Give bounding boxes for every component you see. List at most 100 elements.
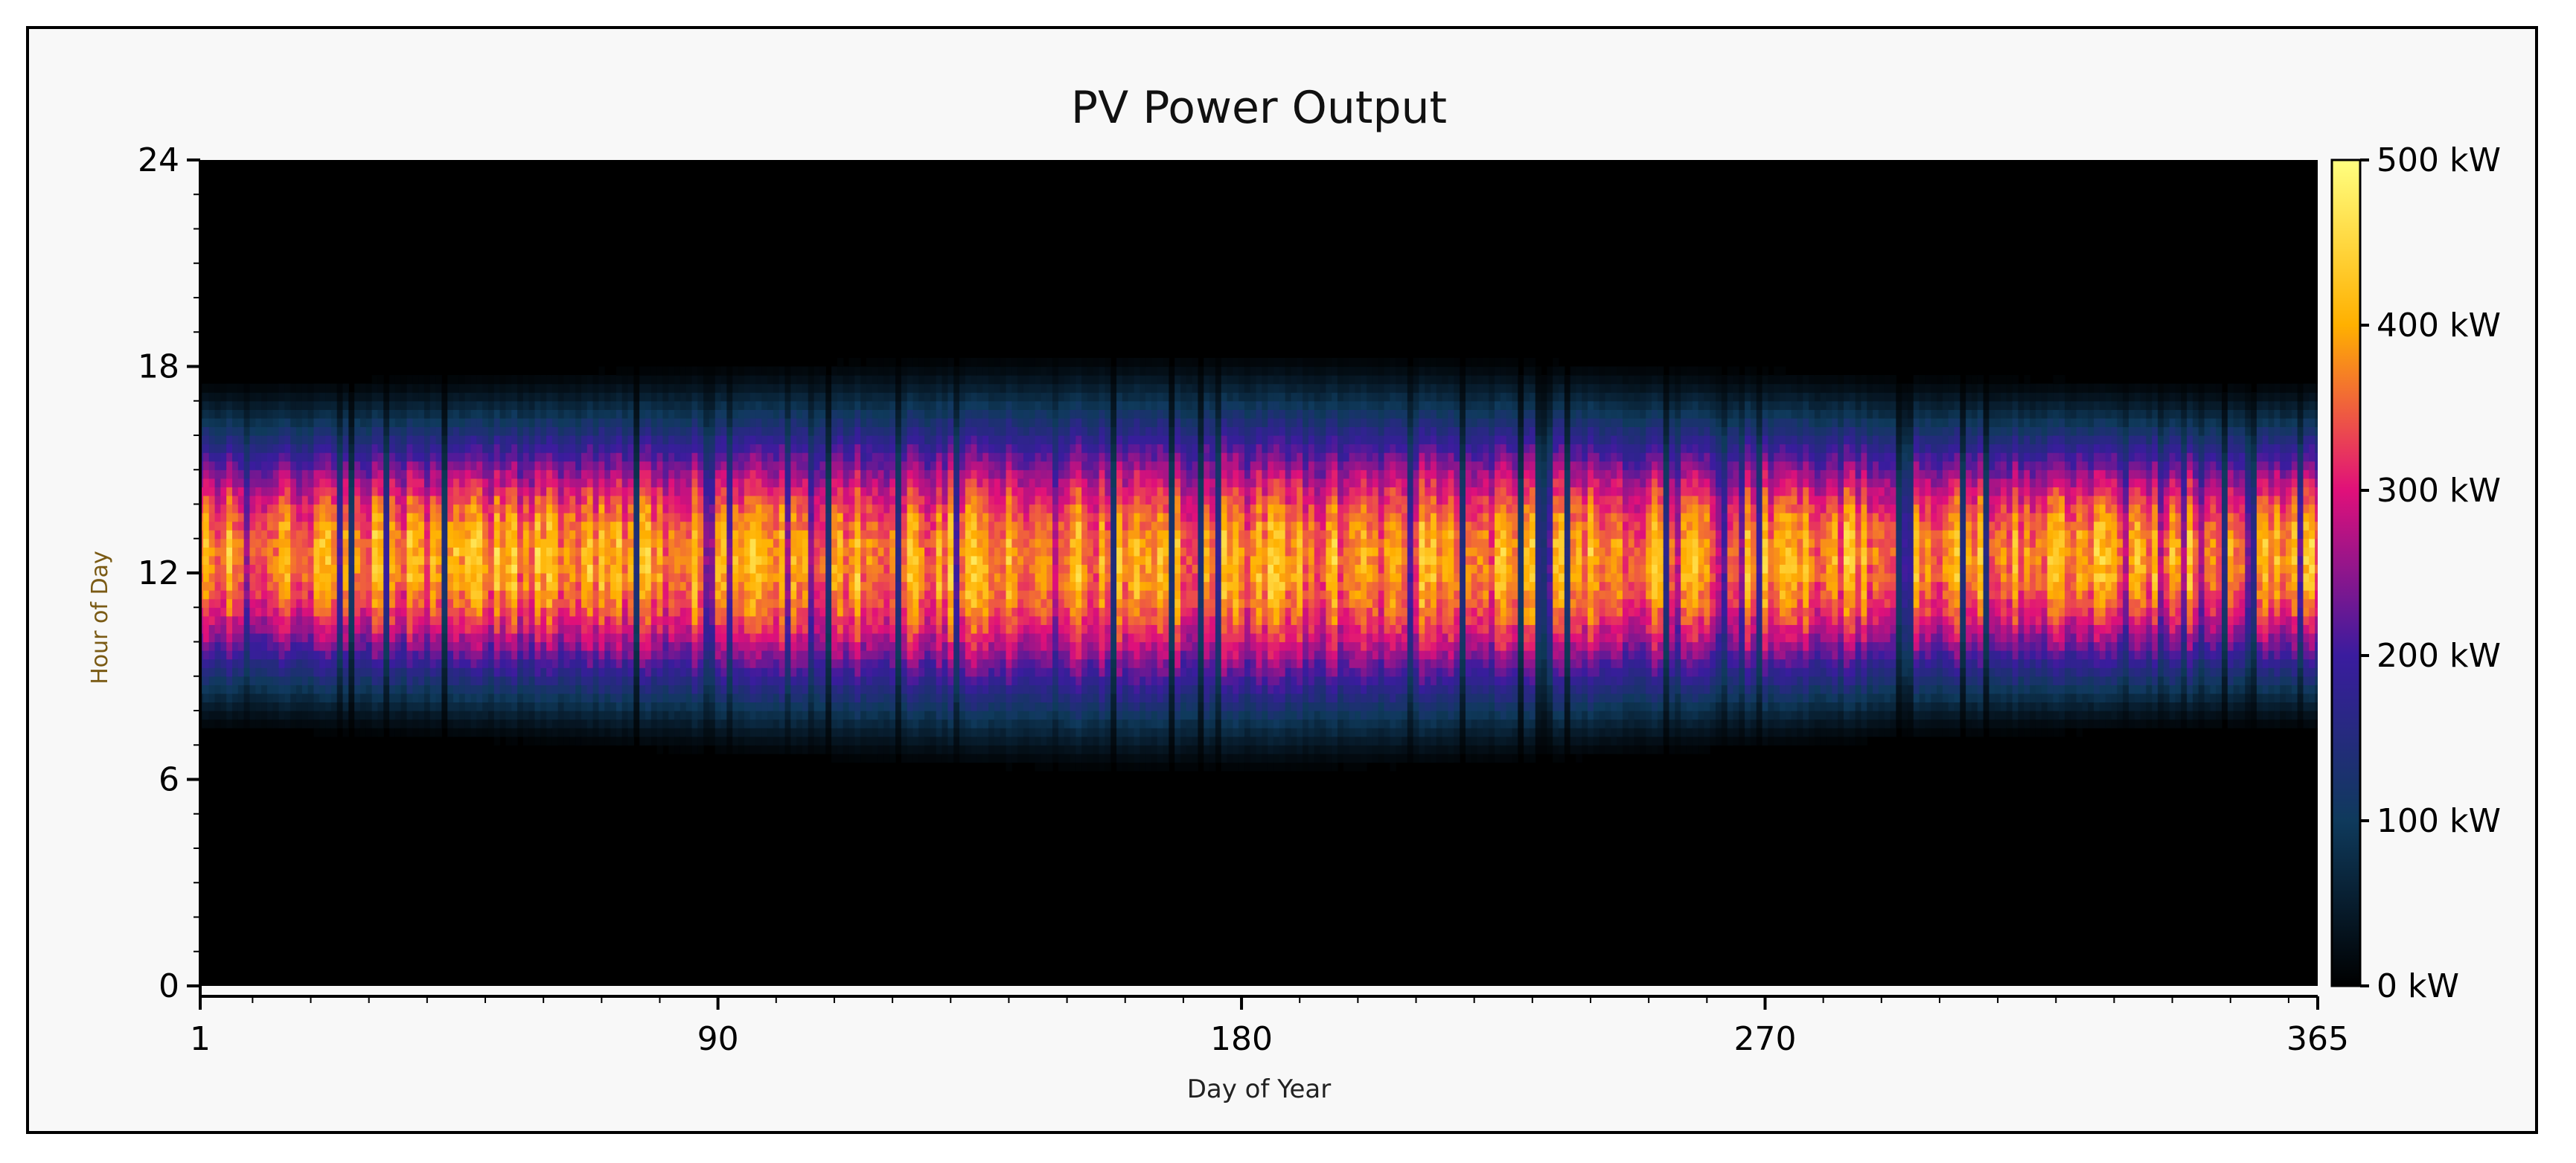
heat-cell <box>854 745 860 754</box>
heat-cell <box>482 504 488 513</box>
heat-cell <box>511 487 517 496</box>
heat-cell <box>249 633 255 642</box>
heat-cell <box>529 504 535 513</box>
heat-cell <box>564 564 570 573</box>
heat-cell <box>406 711 412 720</box>
heat-cell <box>837 633 843 642</box>
heat-cell <box>726 522 732 531</box>
heat-cell <box>226 624 232 633</box>
heat-cell <box>418 685 424 693</box>
heat-cell <box>523 487 529 496</box>
heat-cell <box>209 676 215 685</box>
heat-cell <box>209 556 215 565</box>
heat-cell <box>517 384 523 393</box>
heat-cell <box>581 667 587 676</box>
heat-cell <box>843 556 849 565</box>
heat-cell <box>389 409 395 418</box>
heat-cell <box>587 513 593 522</box>
heat-cell <box>796 685 802 693</box>
heat-cell <box>843 685 849 693</box>
heat-cell <box>488 650 494 659</box>
heat-cell <box>767 452 773 461</box>
heat-cell <box>604 409 610 418</box>
heat-cell <box>843 367 849 376</box>
heat-cell <box>750 470 756 478</box>
heat-cell <box>814 409 820 418</box>
heat-cell <box>290 496 296 504</box>
heat-cell <box>854 392 860 401</box>
heat-cell <box>697 470 703 478</box>
heat-cell <box>232 556 238 565</box>
heat-cell <box>593 444 599 453</box>
heat-cell <box>814 728 820 737</box>
heat-cell <box>657 547 663 556</box>
heat-cell <box>814 496 820 504</box>
heat-cell <box>540 676 546 685</box>
heat-cell <box>552 375 558 384</box>
heat-cell <box>500 659 506 668</box>
heat-cell <box>610 504 616 513</box>
heat-cell <box>476 470 482 478</box>
heat-cell <box>313 435 319 444</box>
heat-cell <box>494 650 500 659</box>
heat-cell <box>255 392 261 401</box>
heat-cell <box>360 642 366 651</box>
heat-cell <box>430 599 436 608</box>
heat-cell <box>552 409 558 418</box>
heat-cell <box>215 435 221 444</box>
heat-cell <box>360 624 366 633</box>
heat-cell <box>639 418 645 427</box>
heat-cell <box>366 590 372 599</box>
heat-cell <box>354 418 360 427</box>
heat-cell <box>505 720 511 728</box>
heat-cell <box>674 599 680 608</box>
heat-cell <box>517 702 523 711</box>
heat-cell <box>366 401 372 410</box>
heat-cell <box>686 367 692 376</box>
heat-cell <box>680 737 686 746</box>
heat-cell <box>645 470 651 478</box>
heat-cell <box>406 607 412 616</box>
heat-cell <box>261 384 267 393</box>
heat-cell <box>558 676 564 685</box>
heat-cell <box>581 522 587 531</box>
heat-cell <box>860 599 866 608</box>
heat-cell <box>825 624 831 633</box>
heat-cell <box>750 522 756 531</box>
heat-cell <box>470 650 476 659</box>
heat-cell <box>337 435 343 444</box>
heat-cell <box>232 470 238 478</box>
heat-cell <box>581 599 587 608</box>
heat-cell <box>575 392 581 401</box>
heat-cell <box>319 582 325 591</box>
heat-cell <box>715 564 721 573</box>
heat-cell <box>302 513 308 522</box>
heat-cell <box>412 599 418 608</box>
heat-cell <box>465 607 471 616</box>
heat-cell <box>872 624 878 633</box>
heat-cell <box>697 624 703 633</box>
heat-cell <box>366 409 372 418</box>
heat-cell <box>470 418 476 427</box>
heat-cell <box>232 667 238 676</box>
heat-cell <box>255 547 261 556</box>
heat-cell <box>732 487 738 496</box>
heat-cell <box>348 496 354 504</box>
heat-cell <box>738 633 744 642</box>
heat-cell <box>261 667 267 676</box>
heat-cell <box>529 444 535 453</box>
heat-cell <box>726 659 732 668</box>
heat-cell <box>517 607 523 616</box>
heat-cell <box>430 504 436 513</box>
heat-cell <box>383 522 389 531</box>
heat-cell <box>447 650 453 659</box>
heat-cell <box>854 401 860 410</box>
heat-cell <box>290 478 296 487</box>
heat-cell <box>860 564 866 573</box>
heat-cell <box>808 487 814 496</box>
heat-cell <box>686 702 692 711</box>
heat-cell <box>732 401 738 410</box>
heat-cell <box>790 367 796 376</box>
heat-cell <box>854 702 860 711</box>
heat-cell <box>761 720 767 728</box>
